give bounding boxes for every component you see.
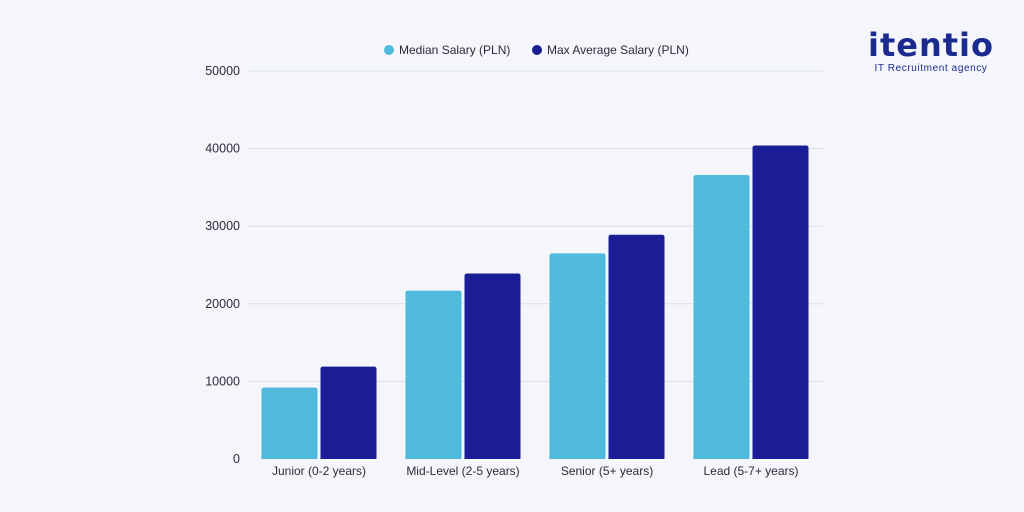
y-tick-label: 30000 [205,219,240,233]
x-category-label: Senior (5+ years) [561,464,653,478]
logo-tagline: IT Recruitment agency [874,63,987,74]
itentio-logo: itentio IT Recruitment agency [868,26,994,74]
y-tick-label: 10000 [205,374,240,388]
y-tick-label: 40000 [205,142,240,156]
bar-max-0 [320,366,377,459]
legend-label-median: Median Salary (PLN) [399,43,510,57]
x-category-label: Mid-Level (2-5 years) [406,464,519,478]
x-axis-categories: Junior (0-2 years) Mid-Level (2-5 years) S… [272,464,799,478]
x-category-label: Lead (5-7+ years) [703,464,798,478]
bar-max-3 [752,145,809,459]
legend: Median Salary (PLN) Max Average Salary (… [384,43,689,57]
bar-max-2 [608,234,665,459]
bar-median-1 [405,290,462,459]
legend-marker-max [532,45,542,55]
y-tick-label: 20000 [205,297,240,311]
y-axis-ticks: 0 10000 20000 30000 40000 50000 [205,64,240,466]
bar-median-2 [549,253,606,459]
bar-max-1 [464,273,521,459]
y-tick-label: 50000 [205,64,240,78]
y-tick-label: 0 [233,452,240,466]
bar-median-3 [693,174,750,459]
bars [261,145,809,459]
logo-wordmark: itentio [868,26,994,64]
x-category-label: Junior (0-2 years) [272,464,366,478]
bar-median-0 [261,387,318,459]
legend-marker-median [384,45,394,55]
legend-label-max: Max Average Salary (PLN) [547,43,689,57]
